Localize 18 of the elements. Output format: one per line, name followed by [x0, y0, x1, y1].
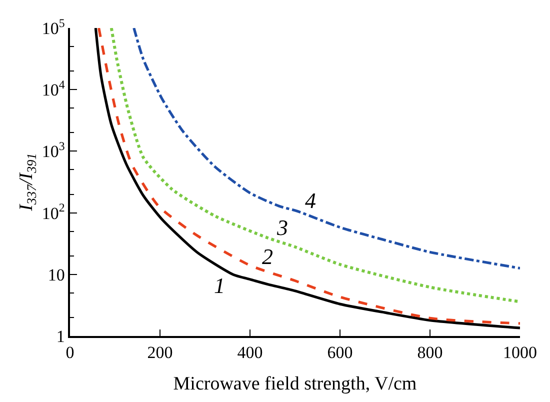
x-tick-label: 0 — [66, 343, 74, 362]
y-tick-label: 10$^{5}$ — [42, 16, 65, 38]
y-tick-label: 10$^{4}$ — [42, 77, 65, 100]
series-label: 2 — [262, 244, 273, 269]
x-tick-label: 1000 — [503, 343, 537, 362]
y-tick-label: 10$^{3}$ — [42, 139, 65, 162]
y-tick-label: 10 — [48, 265, 65, 284]
series-label: 3 — [276, 215, 288, 240]
x-tick-label: 200 — [147, 343, 173, 362]
series-label: 1 — [214, 273, 225, 298]
y-tick-label: 1 — [56, 326, 65, 346]
x-tick-label: 600 — [327, 343, 353, 362]
series-label: 4 — [305, 188, 316, 213]
line-series — [132, 28, 520, 270]
y-tick-label: 10$^{2}$ — [42, 200, 65, 223]
x-tick-label: 400 — [237, 343, 263, 362]
x-axis-title: Microwave field strength, V/cm — [173, 373, 417, 394]
x-tick-label: 800 — [417, 343, 443, 362]
